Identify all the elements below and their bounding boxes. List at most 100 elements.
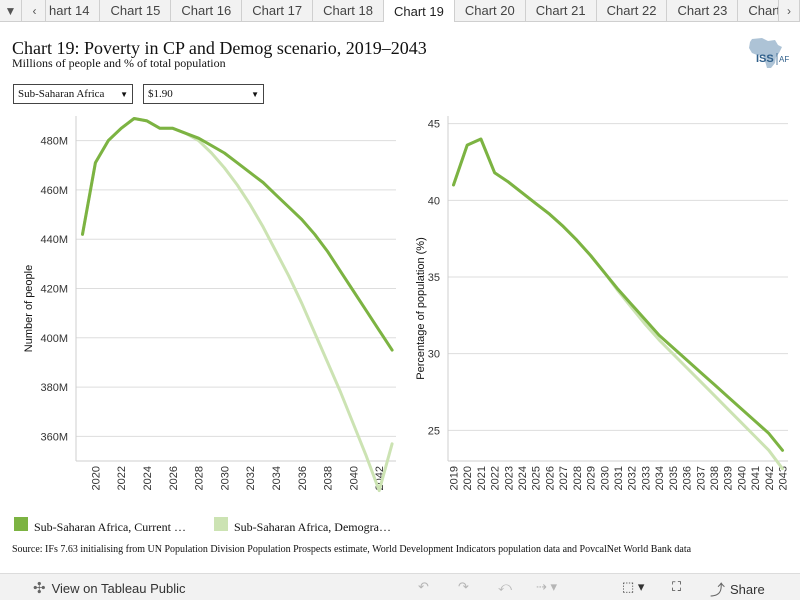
x-tick-label: 2026 — [168, 466, 180, 490]
x-tick-label: 2020 — [462, 466, 474, 490]
x-tick-label: 2029 — [586, 466, 598, 490]
x-tick-label: 2032 — [627, 466, 639, 490]
series-line-current[interactable] — [81, 117, 394, 352]
x-tick-label: 2019 — [448, 466, 460, 490]
x-tick-label: 2028 — [572, 466, 584, 490]
legend-item-current[interactable]: Sub-Saharan Africa, Current … — [14, 512, 214, 535]
tab-chart-21[interactable]: Chart 21 — [526, 0, 597, 21]
tab-list: hart 14 Chart 15 Chart 16 Chart 17 Chart… — [49, 0, 778, 22]
legend-swatch-current — [14, 516, 28, 531]
refresh-icon: ⇢ ▾ — [536, 579, 558, 594]
tab-scroll-left-button[interactable]: ‹ — [24, 0, 46, 21]
y-tick-label: 35 — [428, 272, 440, 284]
region-dropdown[interactable]: Sub-Saharan Africa ▼ — [13, 84, 133, 104]
tab-chart-14[interactable]: hart 14 — [49, 0, 101, 21]
x-tick-label: 2020 — [90, 466, 102, 490]
revert-button[interactable]: ⤺ — [498, 579, 512, 595]
x-tick-label: 2024 — [517, 466, 529, 490]
chevron-left-icon: ‹ — [32, 3, 37, 18]
dropdown-arrow-icon: ▼ — [251, 89, 259, 99]
people-chart: 360M 380M 400M 420M 440M 460M 480M 2020 2022 2024… — [23, 116, 396, 493]
tab-chart-16[interactable]: Chart 16 — [171, 0, 243, 21]
region-value: Sub-Saharan Africa — [18, 88, 105, 100]
page-subtitle: Millions of people and % of total popula… — [12, 56, 226, 70]
tab-bar: ▼ ‹ hart 14 Chart 15 Chart 16 Chart 17 C… — [0, 0, 800, 22]
x-tick-label: 2036 — [297, 466, 309, 490]
x-tick-label: 2042 — [764, 466, 776, 490]
logo-suffix: AF — [779, 55, 789, 64]
charts-canvas: 360M 380M 400M 420M 440M 460M 480M 2020 2022 2024… — [23, 116, 790, 493]
x-tick-label: 2033 — [640, 466, 652, 490]
series-line-current[interactable] — [452, 137, 784, 452]
tab-chart-20[interactable]: Chart 20 — [455, 0, 526, 21]
x-tick-label: 2035 — [668, 466, 680, 490]
legend-swatch-demographic — [214, 516, 228, 531]
tab-chart-15[interactable]: Chart 15 — [100, 0, 172, 21]
y-tick-label: 400M — [40, 333, 68, 345]
undo-button[interactable]: ↶ — [418, 579, 429, 595]
view-on-tableau-link[interactable]: ✣ View on Tableau Public — [33, 579, 186, 597]
chevron-right-icon: › — [787, 3, 791, 18]
x-tick-label: 2040 — [736, 466, 748, 490]
share-icon: ⤴ — [710, 582, 726, 599]
x-tick-label: 2034 — [654, 466, 666, 490]
y-axis-label: Number of people — [23, 265, 35, 352]
x-tick-label: 2027 — [558, 466, 570, 490]
y-tick-label: 380M — [40, 382, 68, 394]
series-line-demographic[interactable] — [81, 117, 394, 493]
legend-label-current: Sub-Saharan Africa, Current … — [34, 520, 186, 534]
source-note: Source: IFs 7.63 initialising from UN Po… — [12, 544, 692, 555]
undo-icon: ↶ — [418, 579, 429, 594]
x-tick-label: 2041 — [750, 466, 762, 490]
download-button[interactable]: ⬚ ▾ — [622, 579, 644, 595]
share-button[interactable]: ⤴ Share — [710, 579, 765, 600]
y-tick-label: 460M — [40, 185, 68, 197]
tab-chart-19[interactable]: Chart 19 — [383, 0, 455, 22]
legend-label-demographic: Sub-Saharan Africa, Demogra… — [234, 520, 391, 534]
x-tick-label: 2022 — [116, 466, 128, 490]
legend: Sub-Saharan Africa, Current … Sub-Sahara… — [14, 512, 414, 535]
x-tick-label: 2036 — [682, 466, 694, 490]
y-tick-label: 420M — [40, 284, 68, 296]
caret-down-icon: ▼ — [4, 3, 17, 18]
tab-chart-23[interactable]: Chart 23 — [667, 0, 739, 21]
x-tick-label: 2037 — [695, 466, 707, 490]
x-tick-label: 2040 — [348, 466, 360, 490]
x-tick-label: 2030 — [219, 466, 231, 490]
page-title: Chart 19: Poverty in CP and Demog scenar… — [12, 38, 427, 58]
download-icon: ⬚ ▾ — [622, 579, 645, 594]
share-label: Share — [730, 582, 765, 597]
series-line-demographic[interactable] — [452, 137, 784, 471]
x-tick-label: 2038 — [709, 466, 721, 490]
y-axis-label: Percentage of population (%) — [415, 237, 427, 379]
y-tick-label: 45 — [428, 119, 440, 131]
y-tick-label: 360M — [40, 431, 68, 443]
x-tick-label: 2038 — [323, 466, 335, 490]
view-on-tableau-label: View on Tableau Public — [51, 580, 186, 596]
redo-icon: ↷ — [458, 579, 469, 594]
x-tick-label: 2026 — [544, 466, 556, 490]
threshold-dropdown[interactable]: $1.90 ▼ — [143, 84, 264, 104]
x-tick-label: 2034 — [271, 466, 283, 490]
tab-chart-22[interactable]: Chart 22 — [597, 0, 668, 21]
tab-menu-button[interactable]: ▼ — [0, 0, 22, 21]
iss-africa-logo: ISS AF — [749, 38, 789, 68]
x-tick-label: 2043 — [778, 466, 790, 490]
dropdown-arrow-icon: ▼ — [120, 89, 128, 99]
redo-button[interactable]: ↷ — [458, 579, 469, 595]
footer-toolbar: ✣ View on Tableau Public ↶ ↷ ⤺ ⇢ ▾ ⬚ ▾ ⛶… — [0, 573, 800, 600]
tab-chart-18[interactable]: Chart 18 — [313, 0, 384, 21]
x-tick-label: 2032 — [245, 466, 257, 490]
x-tick-label: 2023 — [503, 466, 515, 490]
x-tick-label: 2039 — [723, 466, 735, 490]
y-tick-label: 480M — [40, 136, 68, 148]
refresh-button[interactable]: ⇢ ▾ — [536, 579, 557, 595]
legend-item-demographic[interactable]: Sub-Saharan Africa, Demogra… — [214, 512, 414, 535]
y-tick-label: 40 — [428, 195, 440, 207]
y-tick-label: 25 — [428, 425, 440, 437]
x-tick-label: 2021 — [476, 466, 488, 490]
fullscreen-button[interactable]: ⛶ — [672, 579, 681, 595]
tab-chart-24[interactable]: Chart — [738, 0, 778, 21]
tab-chart-17[interactable]: Chart 17 — [242, 0, 314, 21]
